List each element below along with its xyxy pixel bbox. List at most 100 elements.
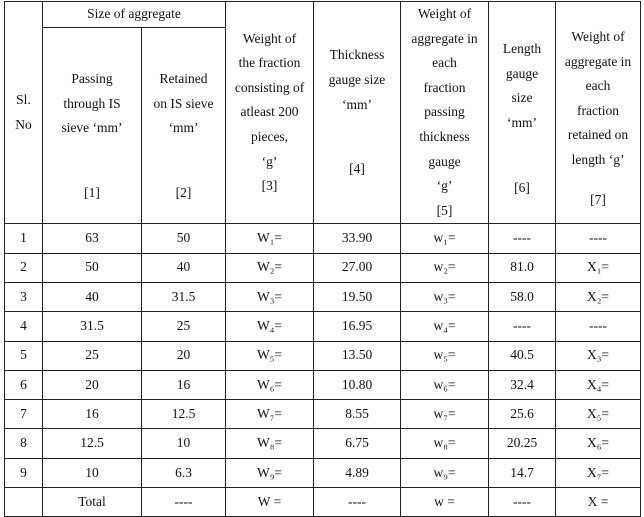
length-cell: 58.0 bbox=[488, 281, 557, 313]
passing-cell: 31.5 bbox=[42, 311, 142, 342]
passing-cell: 63 bbox=[42, 223, 142, 254]
header-retained: Retained on IS sieve ‘mm’ [2] bbox=[140, 26, 227, 225]
wp-line-3: each bbox=[432, 55, 457, 71]
passing-cell: 50 bbox=[42, 252, 142, 283]
total-length-cell: ---- bbox=[488, 487, 557, 517]
table-row: 2 50 40 W₂= 27.00 w₂= 81.0 X₁= bbox=[4, 252, 642, 283]
thickness-cell: 33.90 bbox=[313, 223, 402, 254]
weight-cell: W₇= bbox=[225, 399, 315, 430]
table-row: 3 40 31.5 W₃= 19.50 w₃= 58.0 X₂= bbox=[4, 281, 642, 313]
wr-line-3: each bbox=[585, 78, 611, 94]
retained-cell: 31.5 bbox=[140, 281, 227, 313]
weight-retained-cell: X₁= bbox=[555, 252, 642, 283]
header-weight-retained: Weight of aggregate in each fraction ret… bbox=[555, 0, 642, 225]
weight-retained-cell: X₇= bbox=[555, 457, 642, 489]
retained-cell: 10 bbox=[140, 428, 227, 459]
len-col-num: [6] bbox=[514, 179, 530, 195]
total-sl-cell bbox=[4, 487, 43, 517]
length-cell: 40.5 bbox=[488, 340, 557, 371]
wf-line-5: pieces, bbox=[250, 128, 289, 144]
thickness-cell: 19.50 bbox=[313, 281, 402, 313]
table-row: 7 16 12.5 W₇= 8.55 w₇= 25.6 X₅= bbox=[4, 399, 642, 430]
weight-cell: W₈= bbox=[225, 428, 315, 459]
wr-line-4: fraction bbox=[577, 102, 619, 118]
weight-cell: W₅= bbox=[225, 340, 315, 371]
wr-line-5: retained on bbox=[567, 127, 629, 143]
weight-cell: W₃= bbox=[225, 281, 315, 313]
sl-cell: 1 bbox=[4, 223, 43, 254]
total-weight-cell: W = bbox=[225, 487, 315, 517]
sl-cell: 5 bbox=[4, 340, 43, 371]
sl-cell: 9 bbox=[4, 457, 43, 489]
len-line-1: Length bbox=[502, 41, 542, 57]
sl-cell: 6 bbox=[4, 369, 43, 401]
wf-line-1: Weight of bbox=[242, 30, 297, 46]
table-row: 6 20 16 W₆= 10.80 w₆= 32.4 X₄= bbox=[4, 369, 642, 401]
wf-line-3: consisting of bbox=[234, 79, 305, 95]
header-sl-no: Sl. No bbox=[4, 0, 43, 225]
retained-cell: 6.3 bbox=[140, 457, 227, 489]
weight-passing-cell: w₉= bbox=[400, 457, 490, 489]
total-label: Total bbox=[42, 487, 142, 517]
pass-line-3: sieve ‘mm’ bbox=[61, 120, 123, 136]
passing-cell: 40 bbox=[42, 281, 142, 313]
weight-cell: W₁= bbox=[225, 223, 315, 254]
ret-line-2: on IS sieve bbox=[153, 95, 214, 111]
wr-col-num: [7] bbox=[590, 191, 606, 207]
pass-col-num: [1] bbox=[84, 185, 100, 201]
total-retained-cell: ---- bbox=[140, 487, 227, 517]
retained-cell: 16 bbox=[140, 369, 227, 401]
thickness-cell: 10.80 bbox=[313, 369, 402, 401]
retained-cell: 12.5 bbox=[140, 399, 227, 430]
wp-col-num: [5] bbox=[436, 202, 453, 218]
ret-line-1: Retained bbox=[159, 71, 208, 87]
total-thickness-cell: ---- bbox=[313, 487, 402, 517]
weight-retained-cell: X₄= bbox=[555, 369, 642, 401]
len-line-2: gauge bbox=[505, 65, 539, 81]
header-weight-fraction: Weight of the fraction consisting of atl… bbox=[225, 0, 315, 225]
wf-line-6: ‘g’ bbox=[261, 153, 278, 169]
length-cell: 81.0 bbox=[488, 252, 557, 283]
thickness-cell: 13.50 bbox=[313, 340, 402, 371]
weight-passing-cell: w₃= bbox=[400, 281, 490, 313]
weight-retained-cell: ---- bbox=[555, 223, 642, 254]
thickness-cell: 16.95 bbox=[313, 311, 402, 342]
header-passing: Passing through IS sieve ‘mm’ [1] bbox=[42, 26, 142, 225]
sl-cell: 3 bbox=[4, 281, 43, 313]
weight-cell: W₄= bbox=[225, 311, 315, 342]
th-line-3: ‘mm’ bbox=[342, 96, 373, 112]
thickness-cell: 4.89 bbox=[313, 457, 402, 489]
length-cell: 32.4 bbox=[488, 369, 557, 401]
retained-cell: 50 bbox=[140, 223, 227, 254]
sl-cell: 7 bbox=[4, 399, 43, 430]
thickness-cell: 8.55 bbox=[313, 399, 402, 430]
table-row: 4 31.5 25 W₄= 16.95 w₄= ---- ---- bbox=[4, 311, 642, 342]
weight-passing-cell: w₅= bbox=[400, 340, 490, 371]
sl-line-1: Sl. bbox=[16, 92, 31, 108]
wf-line-2: the fraction bbox=[238, 55, 301, 71]
weight-cell: W₆= bbox=[225, 369, 315, 401]
weight-retained-cell: X₆= bbox=[555, 428, 642, 459]
wp-line-7: gauge bbox=[428, 153, 461, 169]
ret-line-3: ‘mm’ bbox=[168, 120, 199, 136]
wp-line-4: fraction bbox=[423, 79, 466, 95]
header-weight-passing: Weight of aggregate in each fraction pas… bbox=[400, 0, 490, 225]
pass-line-2: through IS bbox=[63, 95, 121, 111]
weight-passing-cell: w₆= bbox=[400, 369, 490, 401]
total-row: Total ---- W = ---- w = ---- X = bbox=[4, 487, 642, 517]
passing-cell: 12.5 bbox=[42, 428, 142, 459]
total-weight-passing-cell: w = bbox=[400, 487, 490, 517]
table-row: 1 63 50 W₁= 33.90 w₁= ---- ---- bbox=[4, 223, 642, 254]
length-cell: 14.7 bbox=[488, 457, 557, 489]
length-cell: 20.25 bbox=[488, 428, 557, 459]
sl-line-2: No bbox=[15, 116, 32, 132]
header-thickness: Thickness gauge size ‘mm’ [4] bbox=[313, 0, 402, 225]
passing-cell: 20 bbox=[42, 369, 142, 401]
length-cell: ---- bbox=[488, 311, 557, 342]
retained-cell: 20 bbox=[140, 340, 227, 371]
weight-passing-cell: w₁= bbox=[400, 223, 490, 254]
length-cell: ---- bbox=[488, 223, 557, 254]
wp-line-5: passing bbox=[424, 104, 465, 120]
sl-cell: 8 bbox=[4, 428, 43, 459]
sl-cell: 2 bbox=[4, 252, 43, 283]
